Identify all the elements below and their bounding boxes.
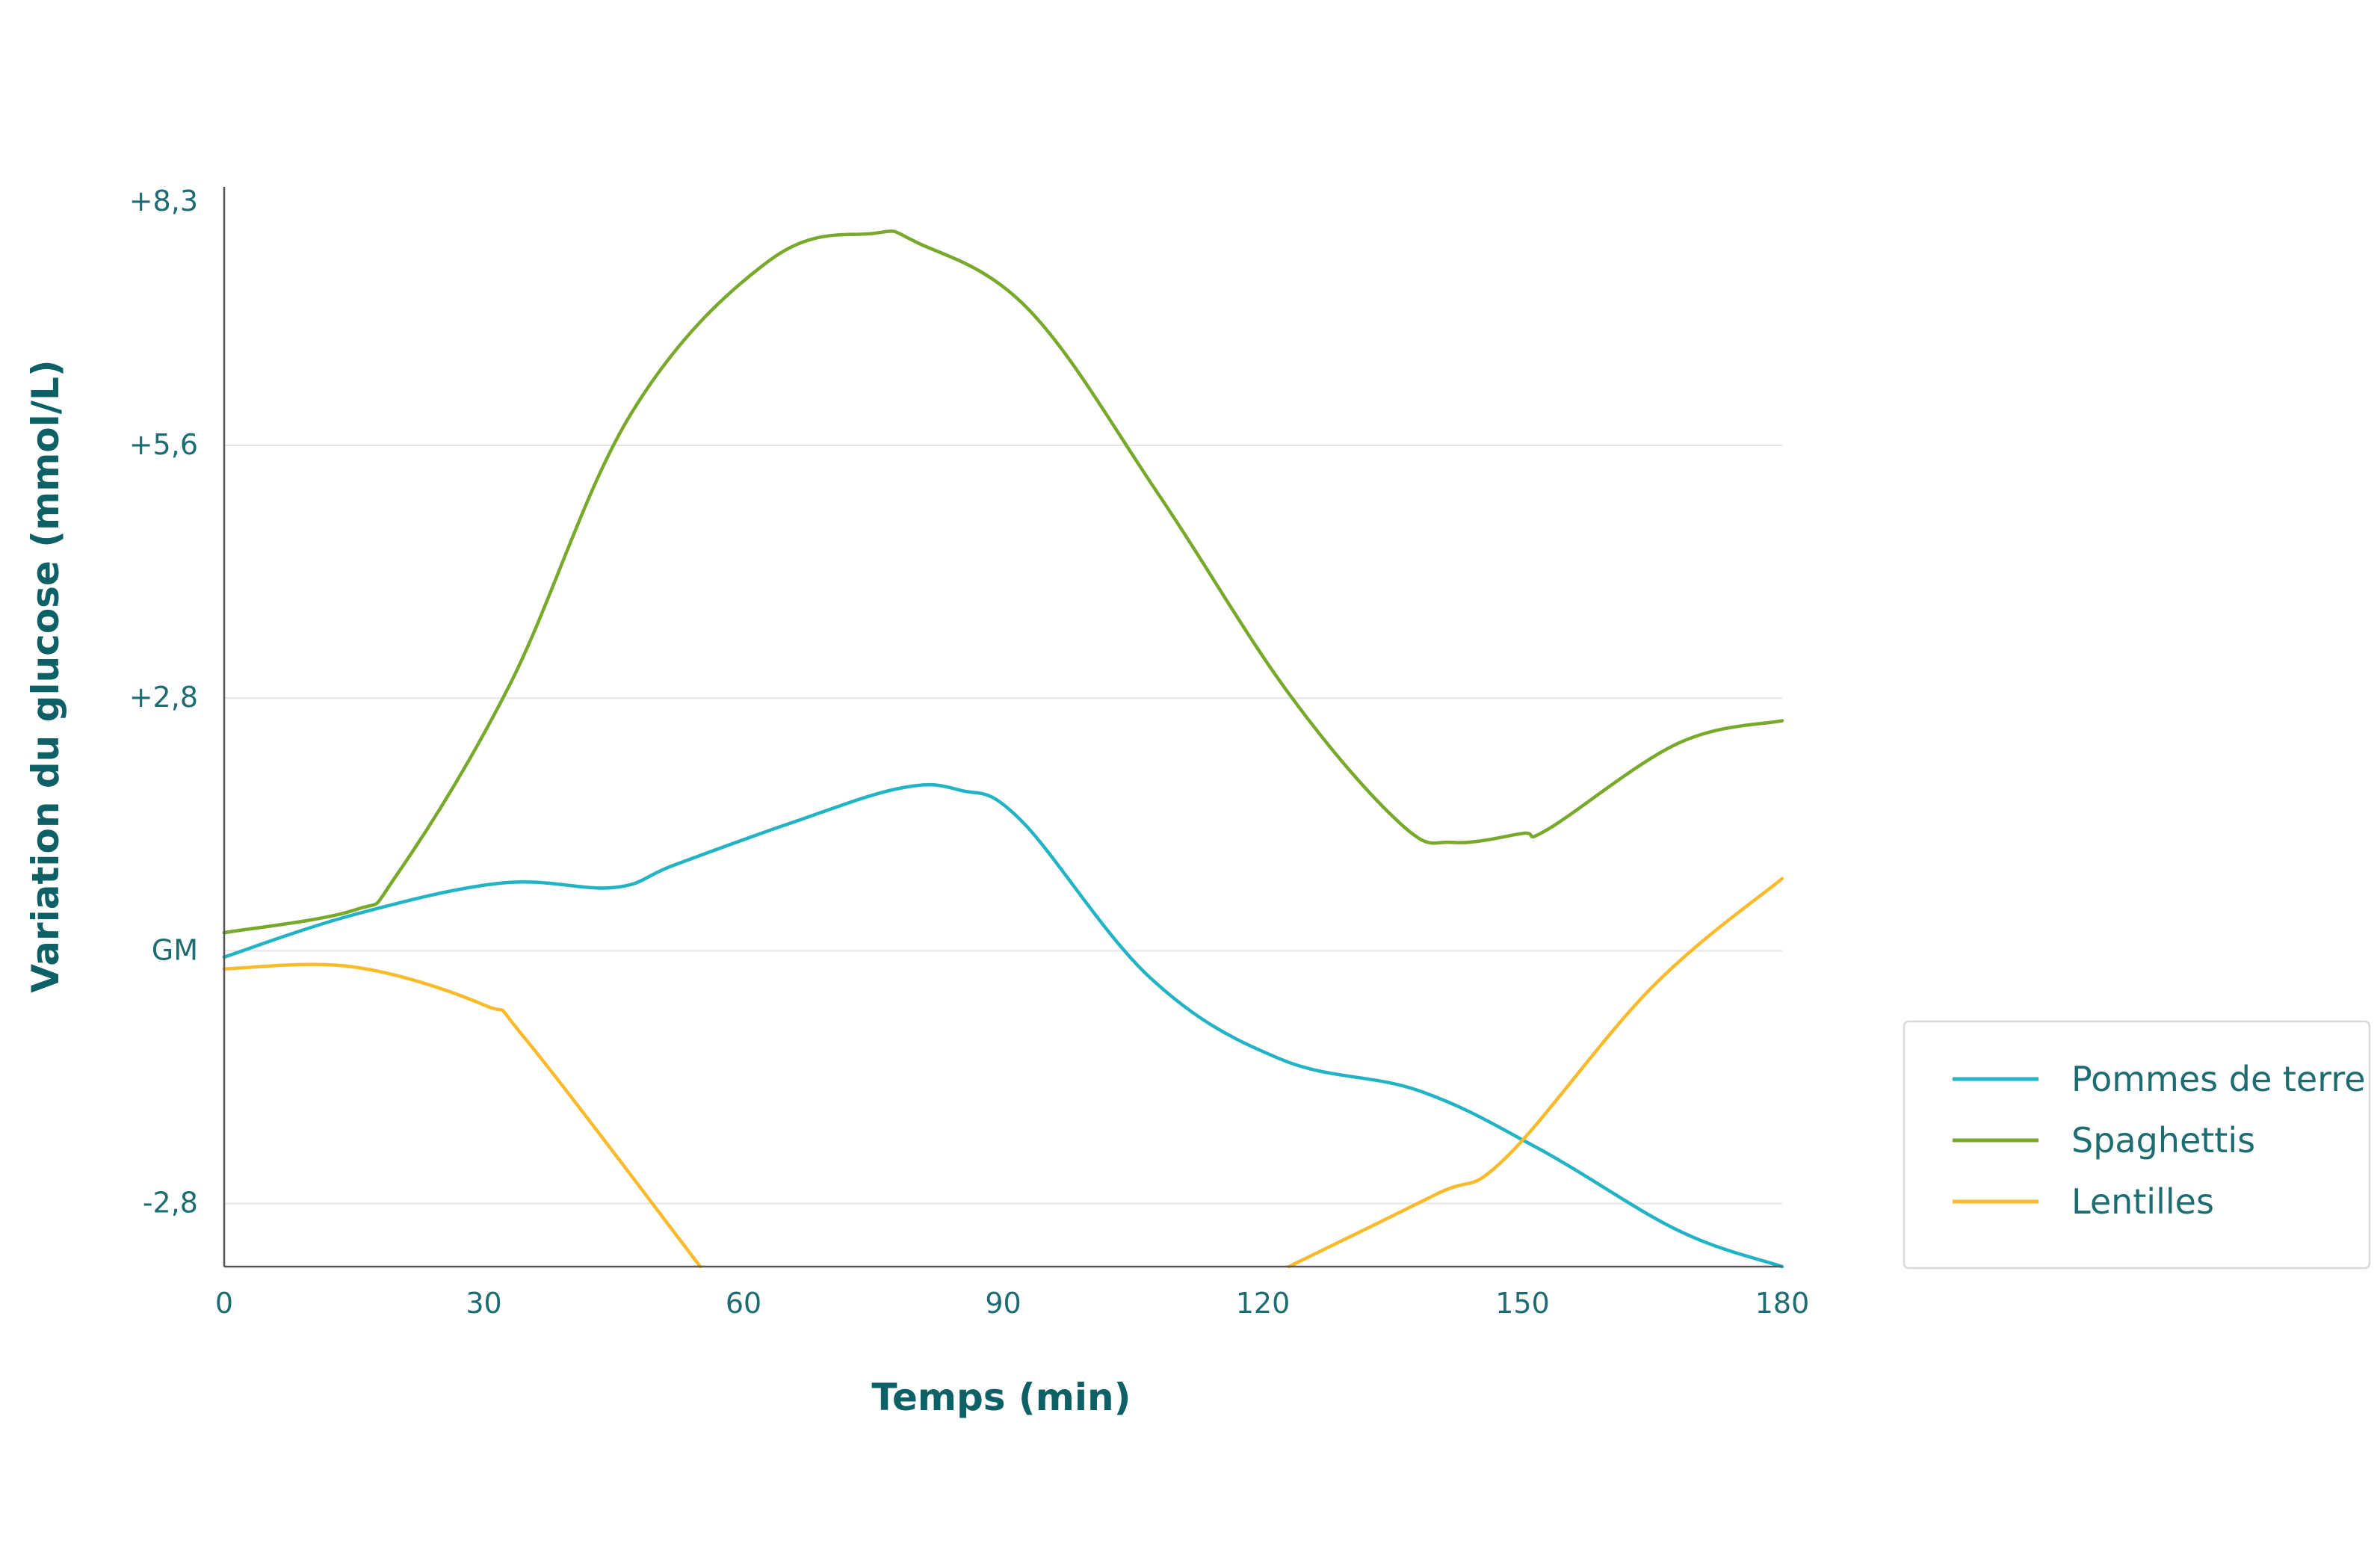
axes <box>223 187 1782 1268</box>
y-tick-label: +8,3 <box>129 185 198 217</box>
x-tick-label: 180 <box>1755 1287 1810 1320</box>
legend-label: Spaghettis <box>2071 1120 2255 1160</box>
y-tick-label: -2,8 <box>143 1186 198 1219</box>
x-tick-label: 30 <box>466 1287 501 1320</box>
x-tick-labels: 0 30 60 90 120 150 180 <box>215 1287 1809 1320</box>
x-tick-label: 150 <box>1495 1287 1550 1320</box>
legend: Pommes de terre Spaghettis Lentilles <box>1903 1020 2371 1270</box>
x-tick-label: 90 <box>985 1287 1021 1320</box>
series-line-2 <box>222 229 1784 935</box>
legend-box <box>1903 1020 2371 1270</box>
y-tick-labels: +8,3 +5,6 +2,8 GM -2,8 <box>129 185 198 1219</box>
x-tick-label: 60 <box>726 1287 761 1320</box>
x-axis-title: Temps (min) <box>872 1376 1131 1419</box>
x-tick-label: 120 <box>1236 1287 1291 1320</box>
y-tick-label: +2,8 <box>129 681 198 714</box>
legend-label: Pommes de terre <box>2071 1059 2366 1099</box>
x-tick-label: 0 <box>215 1287 233 1320</box>
legend-label: Lentilles <box>2071 1181 2214 1222</box>
y-tick-label: GM <box>152 933 198 966</box>
series-line-1 <box>222 782 1784 1269</box>
y-tick-label: +5,6 <box>129 428 198 461</box>
series-lines <box>222 229 1784 1269</box>
y-axis-title: Variation du glucose (mmol/L) <box>24 359 67 993</box>
horizontal-gridlines <box>224 445 1782 1205</box>
series-line-3 <box>222 877 1784 1269</box>
